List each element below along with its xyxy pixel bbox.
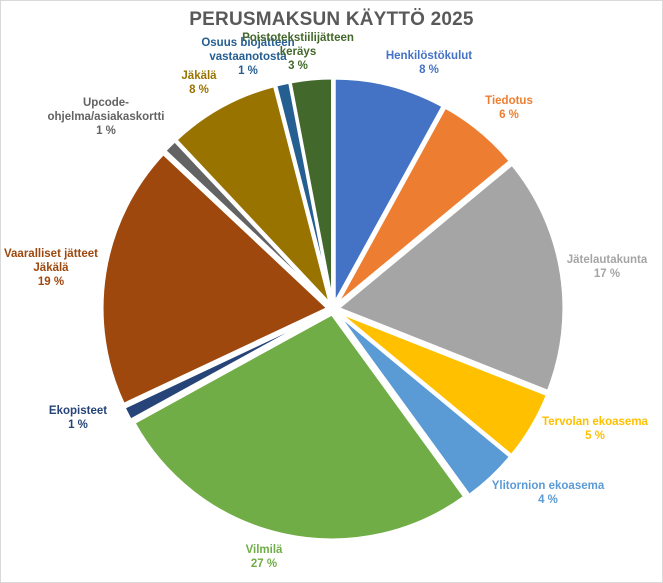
pie-slice-4 <box>335 311 513 498</box>
slice-label-9: Jäkälä 8 % <box>181 70 217 96</box>
slice-label-7: Vaaralliset jätteet Jäkälä 19 % <box>4 248 98 288</box>
pie-slice-0 <box>332 76 446 305</box>
slice-label-11: Poistotekstiilijätteen keräys 3 % <box>242 32 354 72</box>
pie-slice-5 <box>131 311 467 542</box>
slice-label-8: Upcode-ohjelma/asiakaskortti 1 % <box>48 97 165 137</box>
pie-slice-1 <box>334 105 513 307</box>
slice-label-6: Ekopisteet 1 % <box>49 405 107 431</box>
chart-title: PERUSMAKSUN KÄYTTÖ 2025 <box>189 9 474 30</box>
slice-label-4: Ylitornion ekoasema 4 % <box>492 480 605 506</box>
pie-slice-2 <box>335 162 566 394</box>
pie-slice-11 <box>288 76 335 305</box>
pie-slice-7 <box>100 151 331 407</box>
slice-label-1: Tiedotus 6 % <box>485 95 533 121</box>
slice-label-10: Osuus biojätteen vastaanotosta 1 % <box>201 37 294 77</box>
pie-slice-6 <box>122 309 330 423</box>
slice-label-0: Henkilöstökulut 8 % <box>386 50 472 76</box>
pie-slice-9 <box>173 83 333 306</box>
slice-label-5: Vilmilä 27 % <box>246 544 283 570</box>
slice-label-3: Tervolan ekoasema 5 % <box>542 416 649 442</box>
slice-label-2: Jätelautakunta 17 % <box>567 254 648 280</box>
